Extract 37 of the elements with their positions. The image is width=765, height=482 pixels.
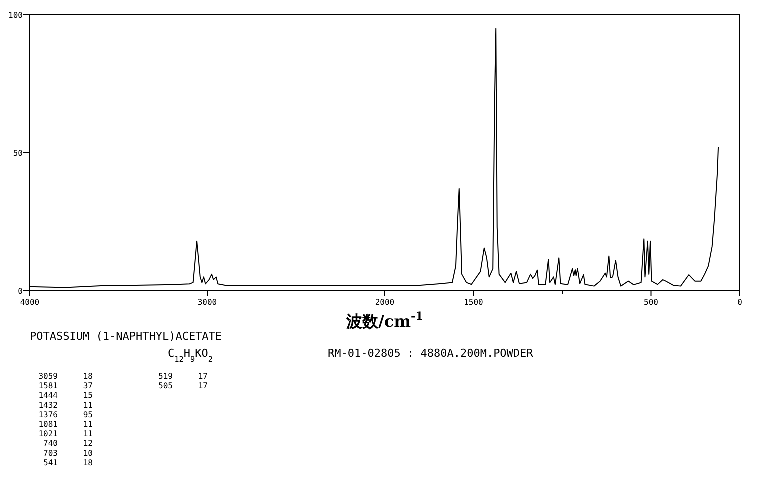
- text: 1081: [38, 420, 58, 429]
- x-tick-label: 500: [644, 298, 659, 307]
- text: 1021: [38, 430, 58, 439]
- text: POTASSIUM (1-NAPHTHYL)ACETATE: [30, 330, 222, 343]
- x-tick-label: 4000: [20, 298, 40, 307]
- text: 1444: [38, 391, 58, 400]
- text: 505: [158, 382, 174, 391]
- text: 18: [83, 458, 94, 468]
- y-tick-label: 50: [13, 149, 24, 158]
- text: 12: [83, 439, 94, 448]
- text: 17: [198, 372, 208, 381]
- text: 740: [44, 439, 58, 448]
- text: RM-01-02805 : 4880A.200M.POWDER: [328, 347, 534, 360]
- text: 37: [83, 382, 94, 391]
- text: 18: [83, 372, 94, 381]
- text: 95: [83, 410, 94, 420]
- x-axis-title: 波数/cm$^{-1}$: [346, 309, 424, 331]
- text: 1376: [38, 410, 58, 420]
- text: 1581: [38, 382, 58, 391]
- text: 11: [83, 400, 94, 410]
- y-tick-label: 100: [8, 11, 24, 20]
- text: 519: [158, 372, 174, 381]
- text: 11: [83, 430, 94, 439]
- x-tick-label: 2000: [375, 298, 395, 307]
- text: 15: [83, 391, 94, 400]
- text: 703: [44, 448, 58, 458]
- text: C$_{12}$H$_{9}$KO$_{2}$: [168, 347, 214, 364]
- text: 541: [44, 458, 58, 468]
- x-tick-label: 1500: [464, 298, 484, 307]
- text: 17: [198, 382, 208, 391]
- x-tick-label: 3000: [198, 298, 218, 307]
- text: 10: [83, 448, 94, 458]
- text: 11: [83, 420, 94, 429]
- text: 1432: [38, 400, 58, 410]
- y-tick-label: 0: [18, 287, 24, 296]
- x-tick-label: 0: [738, 298, 743, 307]
- text: 3059: [38, 372, 58, 381]
